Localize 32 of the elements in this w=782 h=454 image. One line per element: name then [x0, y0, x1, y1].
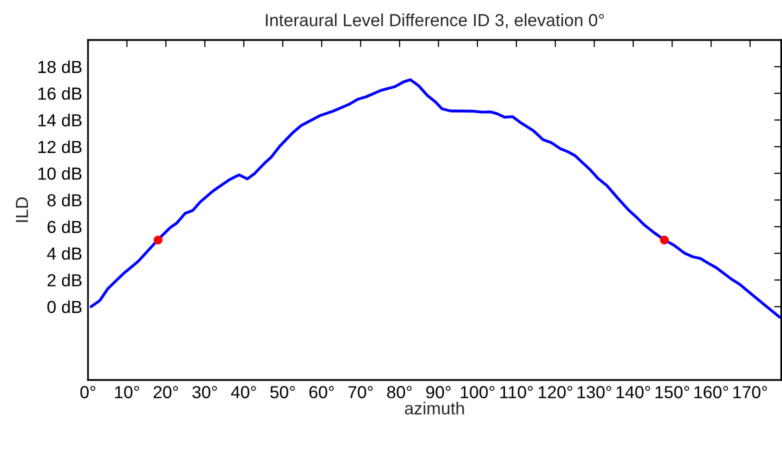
y-tick-label: 4 dB — [47, 247, 82, 260]
chart-title: Interaural Level Difference ID 3, elevation 0° — [266, 14, 604, 28]
x-tick-label: 30° — [192, 386, 217, 398]
line-series — [90, 78, 782, 319]
x-tick-label: 10° — [115, 386, 140, 398]
y-tick-label: 18 dB — [38, 60, 82, 74]
y-tick-label: 16 dB — [38, 87, 82, 100]
x-tick-label: 70° — [348, 386, 373, 398]
x-tick-label: 50° — [270, 386, 295, 398]
y-tick-label: 14 dB — [38, 114, 82, 126]
y-tick-label: 0 dB — [47, 300, 82, 314]
x-tick-label: 40° — [231, 386, 256, 398]
x-tick-label: 80° — [387, 386, 412, 398]
x-tick-label: 100° — [460, 386, 494, 398]
x-axis-title: azimuth — [404, 402, 464, 414]
x-tick-label: 120° — [538, 386, 572, 398]
x-tick-label: 110° — [500, 386, 533, 398]
x-tick-label: 160° — [694, 386, 728, 398]
x-tick-label: 150° — [656, 386, 690, 398]
y-tick-label: 6 dB — [48, 220, 82, 234]
y-tick-label: 10 dB — [38, 167, 82, 180]
x-tick-label: 130° — [578, 386, 612, 398]
y-tick-label: 2 dB — [48, 274, 82, 286]
x-tick-label: 20° — [154, 386, 178, 398]
x-tick-label: 60° — [309, 386, 334, 398]
x-tick-label: 170° — [733, 386, 767, 398]
y-tick-label: 8 dB — [47, 194, 82, 206]
x-tick-label: 0° — [80, 386, 96, 398]
y-axis-title: ILD — [16, 197, 28, 222]
x-tick-label: 90° — [426, 386, 451, 398]
x-tick-label: 140° — [616, 386, 650, 398]
y-tick-label: 12 dB — [38, 140, 82, 154]
